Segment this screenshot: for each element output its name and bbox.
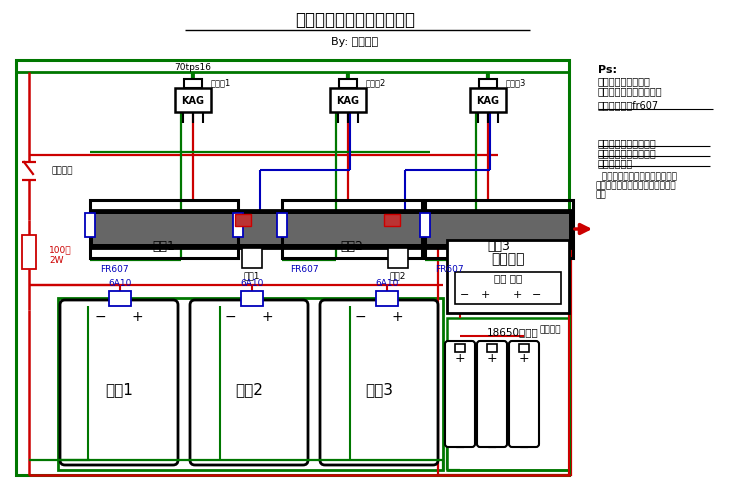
- FancyBboxPatch shape: [60, 300, 178, 465]
- Text: 电容3: 电容3: [365, 383, 393, 397]
- Text: 100欧
2W: 100欧 2W: [49, 246, 72, 265]
- Text: −: −: [454, 442, 465, 454]
- Text: 6A10: 6A10: [375, 280, 399, 289]
- Bar: [277, 213, 287, 237]
- Text: −: −: [487, 442, 497, 454]
- Text: 多级电磁炮电路图（全硅）: 多级电磁炮电路图（全硅）: [295, 11, 415, 29]
- Bar: [90, 210, 572, 248]
- Text: −: −: [355, 310, 367, 324]
- Text: 电容2: 电容2: [235, 383, 263, 397]
- Bar: [93, 214, 569, 244]
- Bar: [16, 60, 569, 475]
- Text: FR607: FR607: [100, 265, 129, 275]
- Text: 升压模块: 升压模块: [491, 252, 525, 266]
- Bar: [330, 88, 366, 112]
- Bar: [487, 344, 497, 352]
- Text: +: +: [262, 310, 273, 324]
- Text: +: +: [487, 351, 497, 364]
- Text: KAG: KAG: [182, 96, 205, 106]
- Text: −: −: [532, 290, 542, 300]
- Text: 续流二极管用fr607: 续流二极管用fr607: [598, 100, 659, 110]
- Text: +: +: [519, 351, 530, 364]
- Bar: [242, 248, 262, 268]
- Text: 6A10: 6A10: [108, 280, 132, 289]
- Text: 电容1: 电容1: [105, 383, 133, 397]
- Text: +: +: [392, 310, 404, 324]
- Bar: [438, 238, 571, 475]
- Text: KAG: KAG: [476, 96, 500, 106]
- Text: +: +: [512, 290, 522, 300]
- Text: 单级电磁炮。: 单级电磁炮。: [598, 158, 633, 168]
- Bar: [175, 88, 211, 112]
- Bar: [241, 291, 263, 306]
- Text: 孔，保证光电的发射管和接收管对: 孔，保证光电的发射管和接收管对: [596, 181, 676, 190]
- Bar: [235, 214, 251, 226]
- Text: −: −: [225, 310, 236, 324]
- Bar: [447, 240, 569, 313]
- Bar: [109, 291, 131, 306]
- Text: FR607: FR607: [290, 265, 319, 275]
- Text: 光电1: 光电1: [244, 271, 260, 281]
- Bar: [384, 214, 400, 226]
- FancyBboxPatch shape: [477, 341, 507, 447]
- Bar: [425, 200, 573, 258]
- Text: 线圈3: 线圈3: [488, 240, 511, 252]
- Bar: [85, 213, 95, 237]
- Bar: [22, 235, 36, 269]
- Text: 输入 输出: 输入 输出: [494, 273, 522, 283]
- Text: −: −: [460, 290, 470, 300]
- Text: 可控硅1: 可控硅1: [211, 79, 231, 88]
- Bar: [233, 213, 243, 237]
- Text: 可控硅3: 可控硅3: [506, 79, 526, 88]
- Bar: [339, 79, 357, 88]
- Text: FR607: FR607: [435, 265, 463, 275]
- Text: +: +: [454, 351, 465, 364]
- FancyBboxPatch shape: [320, 300, 438, 465]
- Bar: [388, 248, 408, 268]
- Text: 光电2: 光电2: [390, 271, 406, 281]
- FancyBboxPatch shape: [445, 341, 475, 447]
- Bar: [376, 291, 398, 306]
- Text: 线圈1: 线圈1: [152, 240, 176, 252]
- Text: +: +: [480, 290, 490, 300]
- Text: 充电开关: 充电开关: [540, 326, 562, 335]
- Text: 6A10: 6A10: [240, 280, 264, 289]
- Text: KAG: KAG: [337, 96, 359, 106]
- Text: By: 电磁爱好: By: 电磁爱好: [332, 37, 379, 47]
- Text: −: −: [519, 442, 530, 454]
- Bar: [90, 200, 238, 258]
- Text: 推荐采用两个非自锁: 推荐采用两个非自锁: [598, 76, 651, 86]
- Text: 18650电池组: 18650电池组: [487, 327, 538, 337]
- Text: −: −: [94, 310, 106, 324]
- Bar: [470, 88, 506, 112]
- Bar: [420, 213, 430, 237]
- Bar: [519, 344, 529, 352]
- Text: 闭合，若断开印等同于: 闭合，若断开印等同于: [598, 148, 657, 158]
- Bar: [282, 200, 422, 258]
- Bar: [447, 318, 569, 470]
- Bar: [184, 79, 202, 88]
- Bar: [455, 344, 465, 352]
- Text: 使用时船型开关应始终: 使用时船型开关应始终: [598, 138, 657, 148]
- Bar: [479, 79, 497, 88]
- Text: +: +: [131, 310, 143, 324]
- Text: 线圈2: 线圈2: [340, 240, 364, 252]
- Text: Ps:: Ps:: [598, 65, 617, 75]
- Text: 安装光电开关的位置的管子需打: 安装光电开关的位置的管子需打: [596, 172, 677, 181]
- Bar: [455, 272, 561, 304]
- FancyBboxPatch shape: [509, 341, 539, 447]
- Text: 70tps16: 70tps16: [175, 63, 211, 72]
- Text: 按钮开关和一个船型开关: 按钮开关和一个船型开关: [598, 86, 663, 96]
- Text: 发射开关: 发射开关: [51, 166, 73, 176]
- Bar: [58, 298, 443, 470]
- Text: 齐！: 齐！: [596, 190, 607, 199]
- Text: 可控硅2: 可控硅2: [366, 79, 386, 88]
- FancyBboxPatch shape: [190, 300, 308, 465]
